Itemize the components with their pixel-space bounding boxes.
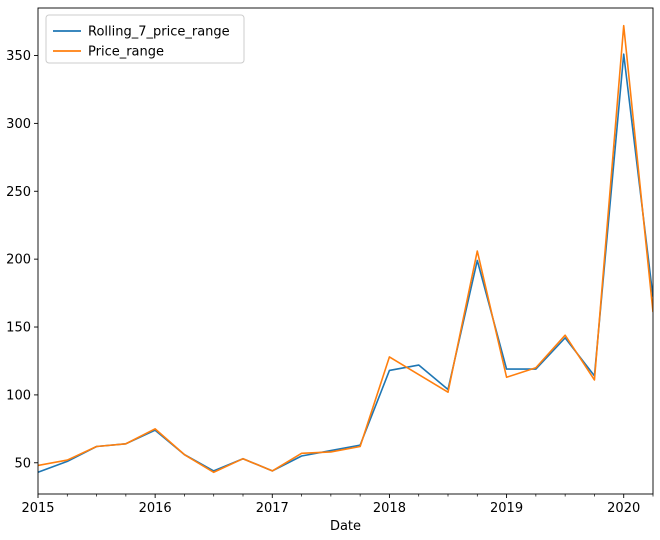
- y-tick-label: 300: [6, 117, 31, 132]
- y-tick-label: 100: [6, 388, 31, 403]
- plot-area: [38, 24, 653, 474]
- y-tick-label: 50: [14, 456, 31, 471]
- x-tick-label: 2015: [21, 501, 54, 516]
- y-tick-label: 200: [6, 253, 31, 268]
- x-tick-label: 2019: [490, 501, 523, 516]
- y-tick-label: 250: [6, 185, 31, 200]
- x-axis-title: Date: [330, 519, 361, 534]
- plot-frame: [37, 7, 654, 495]
- x-tick-label: 2018: [373, 501, 406, 516]
- x-tick-label: 2020: [607, 501, 640, 516]
- legend-entry-label: Rolling_7_price_range: [88, 25, 230, 40]
- y-tick-label: 350: [6, 49, 31, 64]
- series-line-rolling-7-price-range: [38, 53, 653, 474]
- legend-entry-label: Price_range: [88, 45, 164, 60]
- legend-box: [45, 14, 245, 64]
- axes: 50 100 150 200 250 300 350 2015 2016 2017 2018 2019…: [6, 7, 654, 516]
- legend: Rolling_7_price_range Price_range: [45, 14, 245, 64]
- series-line-price-range: [38, 24, 653, 474]
- x-tick-label: 2016: [139, 501, 172, 516]
- x-tick-label: 2017: [256, 501, 289, 516]
- y-tick-label: 150: [6, 321, 31, 336]
